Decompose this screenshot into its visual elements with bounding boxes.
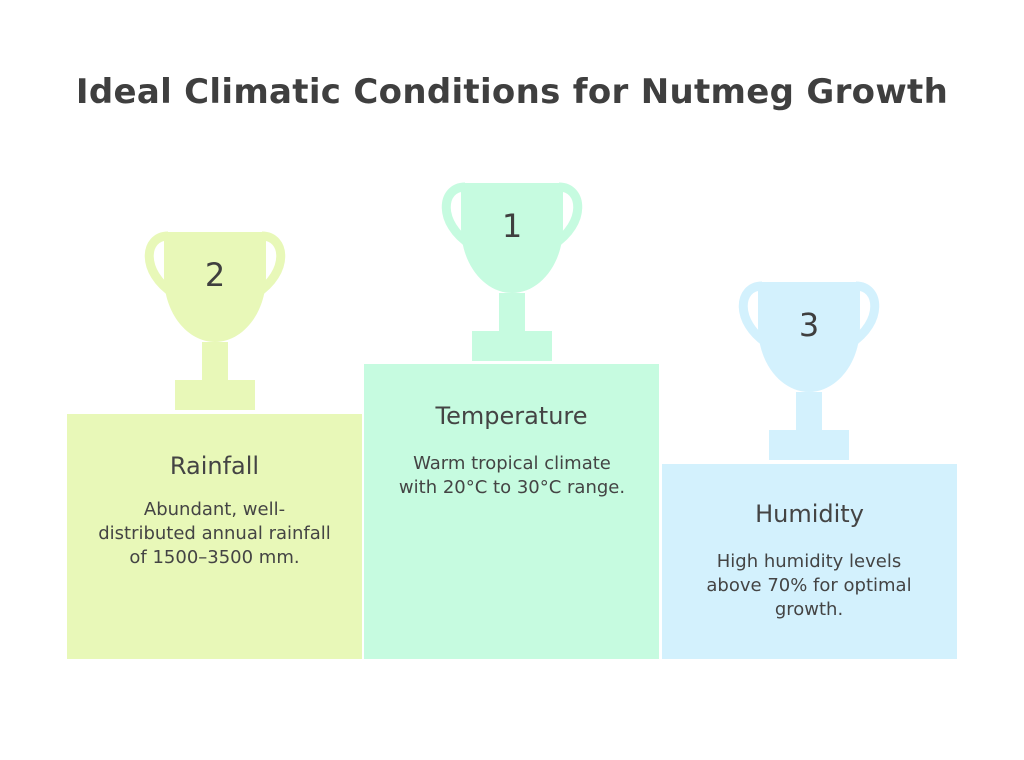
podium-temperature: Temperature Warm tropical climate with 2… — [364, 364, 659, 659]
podium-name: Rainfall — [169, 452, 260, 480]
podium-humidity: Humidity High humidity levels above 70% … — [662, 464, 957, 659]
podium-description: High humidity levels above 70% for optim… — [706, 551, 912, 620]
trophy-rank-1: 1 — [502, 207, 522, 245]
trophy-icon-rank-3: 3 — [738, 281, 880, 460]
podium-name: Humidity — [755, 500, 864, 528]
trophy-rank-3: 3 — [799, 306, 819, 344]
podium-rainfall: Rainfall Abundant, well-distributed annu… — [67, 414, 362, 659]
trophy-icon-rank-2: 2 — [144, 231, 286, 410]
trophy-rank-2: 2 — [205, 256, 225, 294]
podium-description: Warm tropical climate with 20°C to 30°C … — [398, 453, 626, 498]
podium-description: Abundant, well-distributed annual rainfa… — [98, 499, 331, 568]
podium-name: Temperature — [435, 402, 588, 430]
trophy-icon-rank-1: 1 — [441, 182, 583, 361]
diagram-title: Ideal Climatic Conditions for Nutmeg Gro… — [75, 72, 949, 112]
